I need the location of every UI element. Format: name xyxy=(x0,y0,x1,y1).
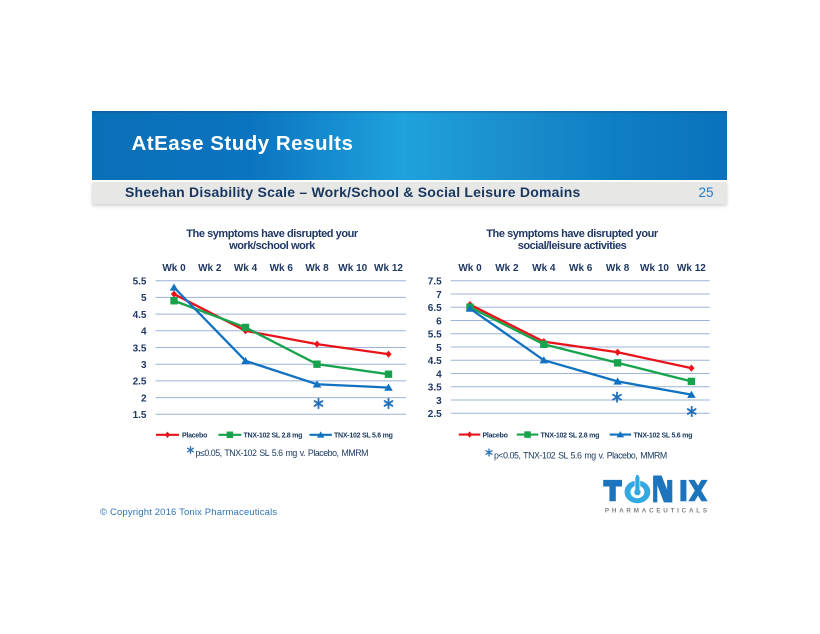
svg-text:3.5: 3.5 xyxy=(133,343,147,354)
svg-text:Wk 8: Wk 8 xyxy=(305,263,329,274)
svg-text:Wk 10: Wk 10 xyxy=(338,263,367,274)
svg-text:2: 2 xyxy=(141,393,147,404)
svg-text:5.5: 5.5 xyxy=(133,277,147,288)
svg-text:5: 5 xyxy=(436,343,442,354)
svg-text:6: 6 xyxy=(436,316,442,327)
svg-text:7: 7 xyxy=(436,290,442,301)
svg-text:Wk 10: Wk 10 xyxy=(640,263,669,274)
svg-text:4.5: 4.5 xyxy=(428,356,442,367)
svg-text:Wk 6: Wk 6 xyxy=(569,263,593,274)
svg-text:5.5: 5.5 xyxy=(428,330,442,341)
svg-text:Wk 0: Wk 0 xyxy=(162,263,186,274)
svg-text:3: 3 xyxy=(436,396,442,407)
svg-text:3.5: 3.5 xyxy=(428,383,442,394)
svg-text:Wk 12: Wk 12 xyxy=(677,263,706,274)
svg-text:5: 5 xyxy=(141,293,147,304)
svg-text:TNX-102 SL 2.8 mg: TNX-102 SL 2.8 mg xyxy=(541,432,600,439)
svg-text:4: 4 xyxy=(436,369,442,380)
svg-text:TNX-102 SL 5.6 mg: TNX-102 SL 5.6 mg xyxy=(334,433,393,440)
svg-text:2.5: 2.5 xyxy=(428,409,442,420)
svg-text:1.5: 1.5 xyxy=(133,410,147,421)
svg-text:2.5: 2.5 xyxy=(133,377,147,388)
svg-text:3: 3 xyxy=(141,360,147,371)
svg-text:Placebo: Placebo xyxy=(182,433,207,440)
svg-text:Wk 8: Wk 8 xyxy=(606,263,630,274)
svg-text:TNX-102 SL 2.8 mg: TNX-102 SL 2.8 mg xyxy=(244,433,303,440)
svg-text:p≤0.05, TNX-102 SL 5.6 mg v. P: p≤0.05, TNX-102 SL 5.6 mg v. Placebo, MM… xyxy=(196,448,369,458)
svg-text:Wk 4: Wk 4 xyxy=(532,263,556,274)
svg-text:Wk 12: Wk 12 xyxy=(374,263,403,274)
svg-text:Wk 2: Wk 2 xyxy=(495,263,519,274)
svg-text:7.5: 7.5 xyxy=(428,277,442,288)
svg-text:6.5: 6.5 xyxy=(428,303,442,314)
svg-text:4: 4 xyxy=(141,327,147,338)
svg-text:TNX-102 SL 5.6 mg: TNX-102 SL 5.6 mg xyxy=(634,432,693,439)
svg-text:Placebo: Placebo xyxy=(483,432,508,439)
svg-text:Wk 4: Wk 4 xyxy=(234,263,258,274)
svg-text:p<0.05, TNX-102 SL 5.6 mg v. P: p<0.05, TNX-102 SL 5.6 mg v. Placebo, MM… xyxy=(494,451,667,461)
svg-text:4.5: 4.5 xyxy=(133,310,147,321)
svg-text:Wk 6: Wk 6 xyxy=(270,263,294,274)
svg-text:Wk 0: Wk 0 xyxy=(458,263,482,274)
svg-text:Wk 2: Wk 2 xyxy=(198,263,222,274)
svg-text:PHARMACEUTICALS: PHARMACEUTICALS xyxy=(605,508,710,515)
